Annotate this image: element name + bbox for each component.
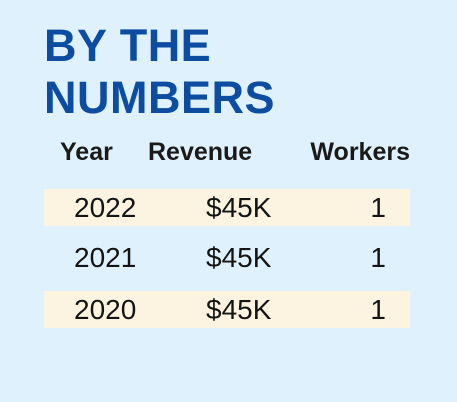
header-workers: Workers (310, 138, 410, 166)
cell-workers: 1 (370, 242, 386, 273)
cell-year: 2022 (74, 192, 137, 223)
cell-year: 2021 (74, 242, 137, 273)
table-row: 2021 $45K 1 (44, 239, 410, 276)
cell-year: 2020 (74, 294, 137, 325)
table-header-row: Year Revenue Workers (44, 134, 410, 170)
table-row: 2020 $45K 1 (44, 291, 410, 328)
header-year: Year (60, 138, 113, 166)
title-line-1: BY THE (44, 20, 212, 71)
cell-revenue: $45K (206, 294, 272, 325)
by-the-numbers-title: BY THE NUMBERS (44, 20, 424, 124)
cell-revenue: $45K (206, 242, 272, 273)
cell-workers: 1 (370, 294, 386, 325)
title-line-2: NUMBERS (44, 72, 276, 123)
cell-revenue: $45K (206, 192, 272, 223)
cell-workers: 1 (370, 192, 386, 223)
table-row: 2022 $45K 1 (44, 189, 410, 226)
header-revenue: Revenue (148, 138, 253, 166)
